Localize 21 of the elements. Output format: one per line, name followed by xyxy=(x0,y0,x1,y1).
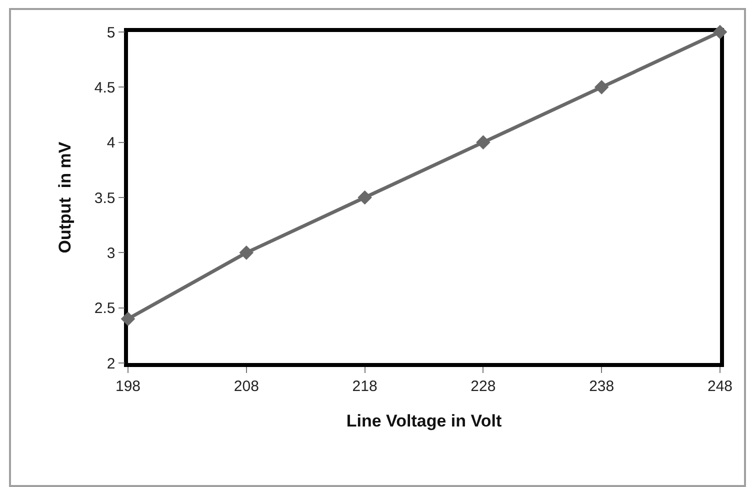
point xyxy=(712,24,728,40)
x-tick-label: 198 xyxy=(115,378,141,395)
y-axis-title: Output in mV xyxy=(55,141,74,254)
y-tick-label: 4 xyxy=(106,134,116,152)
point xyxy=(358,190,372,205)
x-tick-label: 238 xyxy=(589,378,614,395)
point xyxy=(476,135,490,150)
x-axis-title: Line Voltage in Volt xyxy=(346,412,502,431)
point xyxy=(594,80,609,94)
x-tick-label: 208 xyxy=(234,378,259,395)
y-tick-label: 4.5 xyxy=(94,79,116,96)
x-tick-label: 248 xyxy=(707,378,733,395)
y-tick-label: 3 xyxy=(106,244,116,262)
y-tick-label: 5 xyxy=(106,24,116,42)
y-tick-label: 2.5 xyxy=(94,300,116,318)
y-tick-label: 2 xyxy=(106,355,116,372)
point xyxy=(239,246,254,260)
x-tick-label: 228 xyxy=(470,378,496,395)
point xyxy=(120,312,136,326)
y-tick-label: 3.5 xyxy=(94,190,116,207)
x-tick-label: 218 xyxy=(352,378,378,395)
